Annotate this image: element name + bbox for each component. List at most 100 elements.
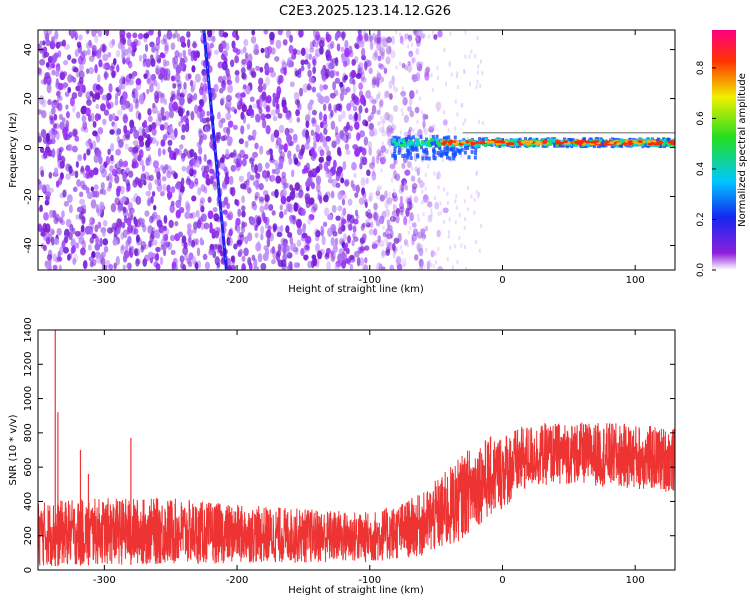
heatmap-cell — [149, 83, 154, 93]
heatmap-cell — [409, 53, 412, 58]
heatmap-cell — [351, 93, 356, 101]
signal-band-cell — [549, 142, 553, 146]
heatmap-cell — [51, 230, 55, 236]
heatmap-cell — [306, 83, 311, 91]
heatmap-cell — [443, 110, 446, 115]
heatmap-cell — [76, 206, 83, 213]
heatmap-cell — [332, 231, 338, 237]
heatmap-cell — [163, 214, 168, 224]
heatmap-cell — [289, 81, 295, 88]
heatmap-cell — [264, 201, 269, 210]
heatmap-cell — [258, 77, 264, 86]
heatmap-cell — [97, 74, 101, 83]
heatmap-cell — [342, 88, 348, 96]
heatmap-cell — [122, 206, 127, 214]
heatmap-cell — [39, 147, 45, 153]
heatmap-cell — [231, 40, 236, 49]
signal-band-cell — [620, 142, 624, 147]
heatmap-cell — [254, 195, 258, 201]
heatmap-cell — [331, 140, 337, 149]
heatmap-cell — [399, 32, 402, 37]
heatmap-cell — [81, 184, 88, 191]
heatmap-cell — [134, 152, 139, 160]
heatmap-cell — [45, 194, 51, 204]
heatmap-cell — [334, 237, 339, 246]
heatmap-cell — [256, 216, 262, 226]
heatmap-cell — [226, 126, 231, 136]
heatmap-cell — [275, 175, 282, 184]
heatmap-cell — [72, 128, 78, 138]
signal-band-cell — [428, 144, 432, 148]
heatmap-cell — [255, 172, 261, 180]
heatmap-cell — [364, 120, 369, 127]
heatmap-cell — [399, 195, 404, 203]
signal-band-peak — [528, 140, 534, 144]
signal-band-cell — [397, 138, 401, 142]
signal-band-cell — [548, 139, 552, 143]
heatmap-cell — [160, 38, 167, 45]
heatmap-cell — [109, 129, 115, 135]
heatmap-cell — [416, 242, 421, 252]
heatmap-cell — [454, 199, 457, 204]
heatmap-cell — [289, 218, 294, 224]
heatmap-cell — [382, 231, 387, 238]
heatmap-cell — [285, 246, 291, 256]
heatmap-cell — [322, 75, 327, 82]
heatmap-cell — [287, 150, 292, 160]
signal-band-peak — [585, 140, 591, 144]
heatmap-cell — [81, 115, 87, 123]
heatmap-cell — [135, 234, 140, 243]
heatmap-cell — [391, 242, 396, 252]
signal-band-cell — [391, 153, 395, 158]
heatmap-cell — [209, 168, 215, 174]
heatmap-cell — [264, 223, 270, 229]
heatmap-cell — [53, 238, 60, 246]
heatmap-cell — [168, 102, 173, 112]
heatmap-cell — [382, 125, 385, 130]
heatmap-cell — [145, 157, 150, 167]
heatmap-cell — [424, 67, 430, 77]
heatmap-cell — [442, 207, 449, 214]
heatmap-cell — [374, 34, 380, 44]
signal-band-cell — [656, 143, 660, 147]
heatmap-cell — [446, 201, 449, 206]
heatmap-cell — [436, 66, 439, 71]
heatmap-cell — [403, 114, 409, 123]
heatmap-cell — [427, 164, 430, 169]
heatmap-cell — [150, 73, 157, 81]
heatmap-cell — [68, 204, 73, 214]
heatmap-cell — [44, 232, 50, 238]
heatmap-cell — [152, 160, 159, 169]
heatmap-cell — [114, 197, 121, 206]
heatmap-cell — [381, 129, 387, 137]
heatmap-cell — [312, 257, 318, 267]
heatmap-cell — [122, 254, 128, 263]
heatmap-cell — [323, 103, 327, 112]
heatmap-cell — [419, 231, 422, 236]
signal-band-cell — [659, 138, 663, 142]
x-tick-label: 0 — [499, 575, 505, 586]
heatmap-cell — [286, 195, 292, 203]
signal-band-cell — [423, 140, 427, 145]
heatmap-cell — [131, 196, 136, 203]
y-tick-label: 1400 — [23, 317, 34, 342]
signal-band-cell — [644, 140, 648, 144]
heatmap-cell — [295, 70, 300, 77]
signal-band-cell — [434, 138, 438, 142]
heatmap-cell — [182, 264, 187, 270]
signal-band-peak — [460, 140, 466, 144]
heatmap-cell — [354, 121, 360, 130]
heatmap-cell — [198, 86, 204, 96]
heatmap-cell — [360, 177, 366, 187]
heatmap-cell — [481, 71, 484, 76]
heatmap-cell — [307, 61, 311, 70]
heatmap-cell — [378, 101, 383, 109]
heatmap-cell — [389, 150, 392, 155]
heatmap-cell — [293, 91, 300, 101]
heatmap-cell — [378, 263, 383, 270]
heatmap-cell — [336, 43, 341, 52]
heatmap-cell — [133, 153, 137, 163]
top-x-axis: -300 -200 -100 0 100 — [93, 30, 645, 286]
heatmap-cell — [176, 33, 181, 43]
heatmap-cell — [115, 130, 120, 137]
